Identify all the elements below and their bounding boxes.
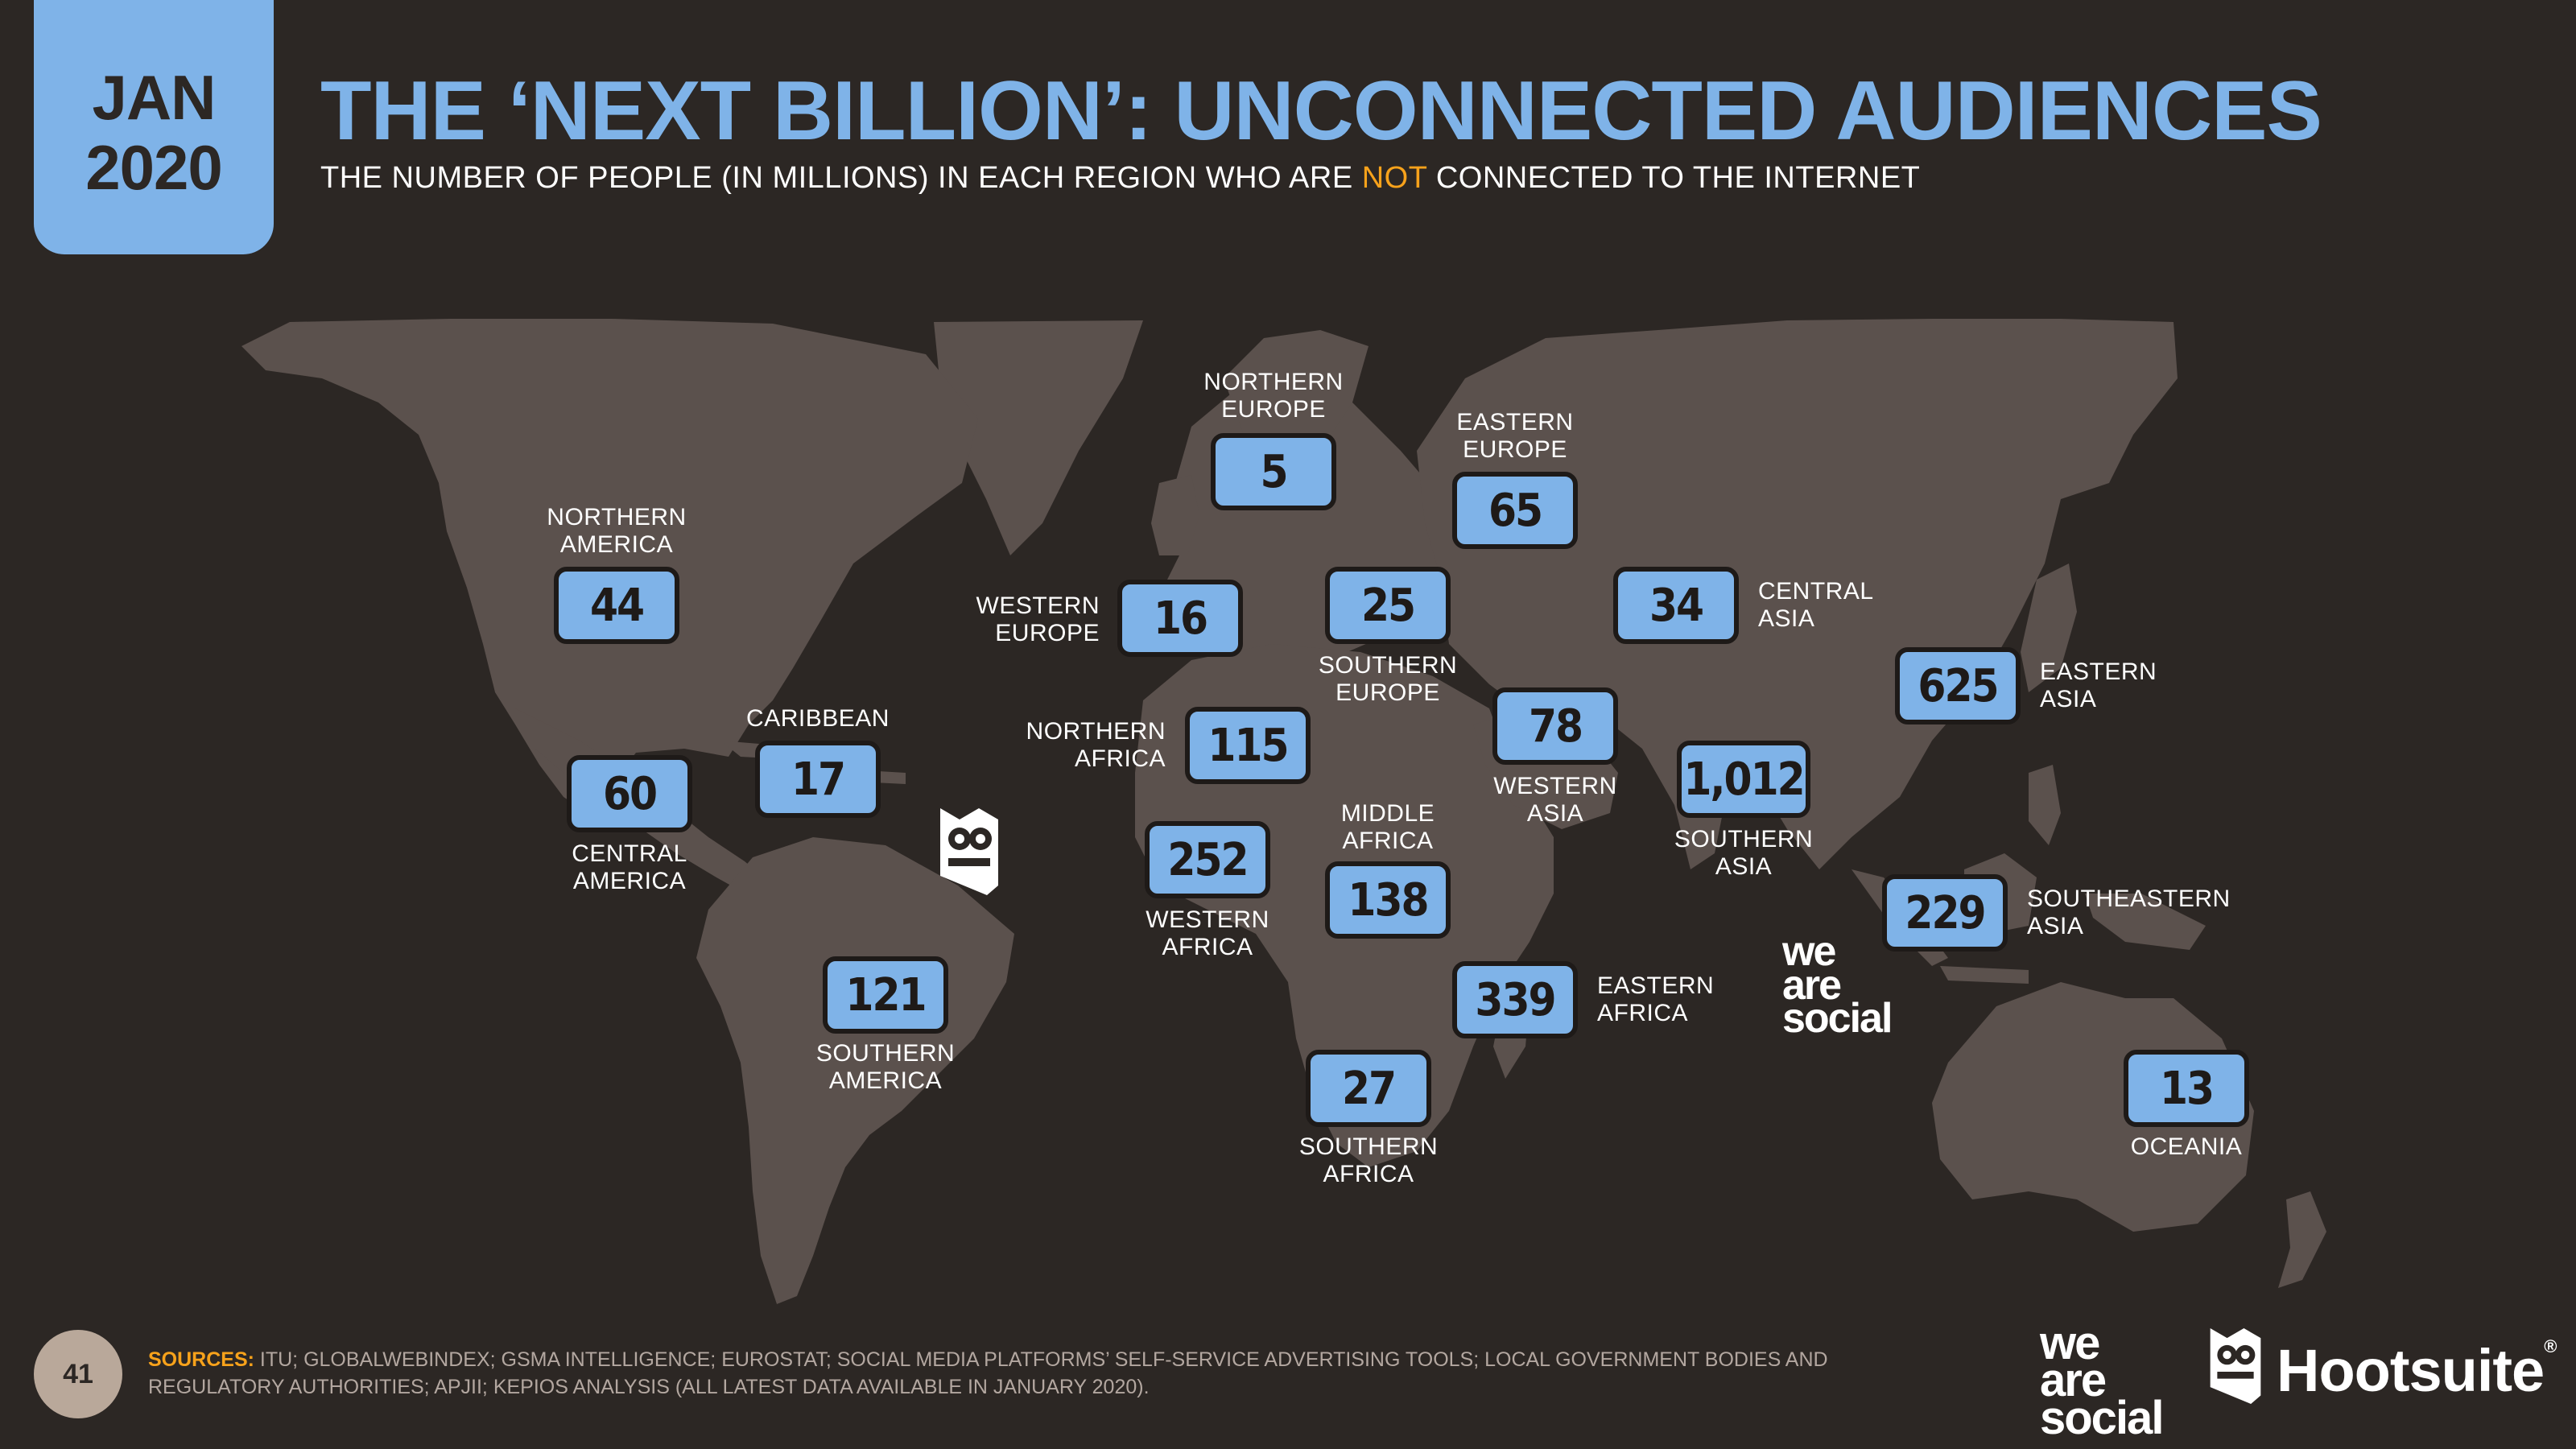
- region-value: 44: [554, 567, 679, 644]
- greenland-shape: [934, 320, 1143, 555]
- new-zealand-shape: [2278, 1191, 2326, 1288]
- region-label: NORTHERN EUROPE: [1203, 369, 1344, 423]
- we-are-social-logo: we are social: [2040, 1317, 2164, 1444]
- region-value: 16: [1117, 580, 1243, 657]
- region-value: 121: [823, 956, 948, 1034]
- region-value: 34: [1613, 567, 1739, 644]
- sources-text: ITU; GLOBALWEBINDEX; GSMA INTELLIGENCE; …: [148, 1348, 1828, 1398]
- was-social: social: [1782, 995, 1893, 1042]
- region-value: 25: [1325, 567, 1451, 644]
- region-label: SOUTHEASTERN ASIA: [2027, 886, 2231, 939]
- region-value: 138: [1325, 861, 1451, 939]
- region-label: WESTERN ASIA: [1493, 773, 1617, 827]
- region-value: 252: [1145, 821, 1270, 898]
- region-value: 115: [1185, 707, 1311, 784]
- was-are: are: [2040, 1354, 2107, 1407]
- date-tab: JAN 2020: [34, 0, 274, 254]
- region-value: 13: [2124, 1050, 2249, 1127]
- south-america-shape: [696, 837, 1014, 1304]
- hootsuite-wordmark: Hootsuite: [2277, 1337, 2545, 1404]
- sources-key: SOURCES:: [148, 1348, 254, 1371]
- page-subtitle: THE NUMBER OF PEOPLE (IN MILLIONS) IN EA…: [320, 161, 1920, 196]
- was-social: social: [2040, 1391, 2164, 1444]
- region-value: 27: [1306, 1050, 1431, 1127]
- region-value: 60: [567, 755, 692, 832]
- japan-shape: [2021, 564, 2077, 692]
- region-label: MIDDLE AFRICA: [1340, 800, 1435, 854]
- region-label: EASTERN AFRICA: [1597, 972, 1715, 1026]
- region-value: 1,012: [1677, 741, 1810, 818]
- region-label: CARIBBEAN: [746, 705, 890, 732]
- sources-note: SOURCES: ITU; GLOBALWEBINDEX; GSMA INTEL…: [148, 1346, 1951, 1401]
- date-year: 2020: [85, 132, 223, 203]
- subtitle-highlight: NOT: [1361, 161, 1427, 195]
- region-label: SOUTHERN ASIA: [1674, 826, 1814, 880]
- page-title: THE ‘NEXT BILLION’: UNCONNECTED AUDIENCE…: [320, 64, 2322, 158]
- region-label: SOUTHERN EUROPE: [1318, 652, 1458, 706]
- region-value: 78: [1492, 687, 1618, 765]
- java-shape: [1940, 966, 2029, 984]
- we-are-social-watermark: we are social: [1782, 928, 1893, 1042]
- region-label: EASTERN EUROPE: [1456, 409, 1574, 463]
- hootsuite-registered-mark: ®: [2544, 1336, 2557, 1356]
- region-value: 17: [755, 741, 881, 818]
- subtitle-text-after: CONNECTED TO THE INTERNET: [1426, 161, 1921, 195]
- was-we: we: [2040, 1317, 2100, 1369]
- region-label: WESTERN AFRICA: [1146, 906, 1269, 960]
- asia-shape: [1417, 319, 2178, 869]
- region-label: NORTHERN AMERICA: [547, 504, 687, 558]
- was-are: are: [1782, 961, 1842, 1009]
- region-value: 339: [1452, 961, 1578, 1038]
- region-label: CENTRAL ASIA: [1758, 578, 1874, 632]
- region-label: SOUTHERN AFRICA: [1298, 1133, 1439, 1187]
- hootsuite-owl-icon: [940, 808, 998, 895]
- region-label: WESTERN EUROPE: [976, 592, 1100, 646]
- region-value: 5: [1211, 433, 1336, 510]
- region-value: 229: [1882, 874, 2008, 952]
- hootsuite-owl-icon: [2210, 1328, 2261, 1404]
- page-number-badge: 41: [34, 1330, 122, 1418]
- was-we: we: [1782, 928, 1836, 975]
- region-label: SOUTHERN AMERICA: [815, 1040, 956, 1094]
- new-guinea-shape: [2085, 894, 2206, 950]
- subtitle-text-before: THE NUMBER OF PEOPLE (IN MILLIONS) IN EA…: [320, 161, 1362, 195]
- region-label: EASTERN ASIA: [2040, 658, 2157, 712]
- region-value: 625: [1895, 647, 2021, 724]
- region-label: NORTHERN AFRICA: [1026, 718, 1166, 772]
- australia-shape: [1932, 982, 2254, 1232]
- hootsuite-logo: Hootsuite®: [2277, 1336, 2557, 1405]
- region-value: 65: [1452, 472, 1578, 549]
- date-month: JAN: [92, 62, 216, 133]
- british-isles-shape: [1151, 475, 1199, 555]
- philippines-shape: [2029, 765, 2061, 845]
- north-america-shape: [242, 319, 978, 813]
- region-label: CENTRAL AMERICA: [572, 840, 687, 894]
- region-label: OCEANIA: [2130, 1133, 2243, 1160]
